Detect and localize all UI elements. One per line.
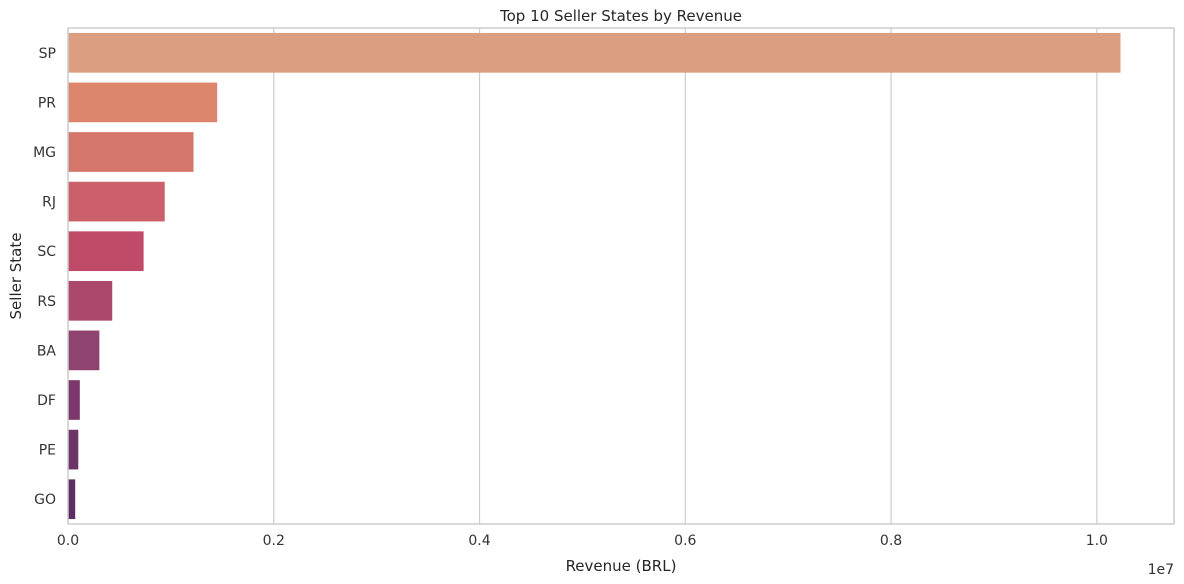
- x-tick-label: 0.8: [880, 533, 902, 549]
- y-tick-label: SP: [39, 46, 56, 62]
- bar-sc: [68, 231, 144, 272]
- x-scale-label: 1e7: [1148, 562, 1174, 578]
- bar-pe: [68, 429, 79, 470]
- y-tick-label: SC: [37, 244, 56, 260]
- x-tick-label: 1.0: [1086, 533, 1108, 549]
- x-tick-label: 0.0: [57, 533, 79, 549]
- y-tick-label: RS: [37, 294, 56, 310]
- y-tick-label: GO: [34, 492, 56, 508]
- grid-lines: [273, 28, 1098, 524]
- x-tick-label: 0.4: [468, 533, 490, 549]
- bar-df: [68, 380, 80, 420]
- bar-rj: [68, 181, 165, 222]
- plot-frame: [67, 27, 1175, 525]
- bar-ba: [68, 330, 100, 371]
- bar-go: [68, 479, 76, 520]
- chart-title: Top 10 Seller States by Revenue: [499, 7, 742, 25]
- y-tick-label: RJ: [42, 195, 56, 211]
- y-tick-label: PR: [38, 95, 56, 111]
- x-tick-label: 0.2: [263, 533, 285, 549]
- bar-pr: [68, 82, 218, 123]
- y-tick-label: PE: [39, 443, 56, 459]
- bar-mg: [68, 132, 194, 172]
- y-tick-label: DF: [37, 393, 56, 409]
- bar-rs: [68, 280, 113, 321]
- y-axis-label: Seller State: [7, 233, 25, 320]
- x-axis-label: Revenue (BRL): [566, 557, 677, 575]
- y-tick-label: BA: [37, 343, 57, 359]
- y-tick-label: MG: [33, 145, 56, 161]
- bars: [68, 32, 1121, 520]
- x-tick-label: 0.6: [674, 533, 696, 549]
- x-tick-labels: 0.0 0.2 0.4 0.6 0.8 1.0: [57, 533, 1108, 549]
- y-tick-labels: SP PR MG RJ SC RS BA DF PE GO: [33, 46, 56, 508]
- plot-border: [67, 27, 1175, 525]
- bar-sp: [68, 32, 1121, 73]
